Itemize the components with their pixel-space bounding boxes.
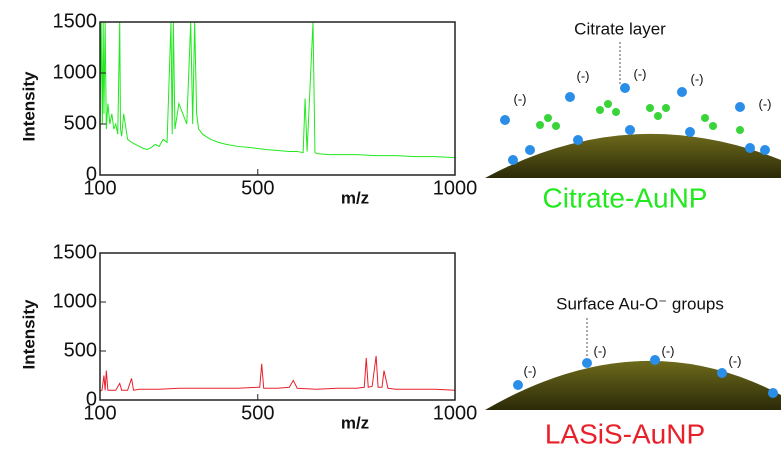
x-tick-label: 500 [241,177,274,199]
y-axis-title: Intensity [19,71,38,141]
y-tick-label: 1000 [53,290,98,312]
citrate-decor [536,100,744,134]
x-tick-label: 100 [83,177,116,199]
nanoparticle [485,360,781,410]
charge-label: (-) [662,343,675,358]
particle-label: Citrate-AuNP [543,182,708,213]
charge-dots [500,83,770,165]
plot-frame [99,252,456,401]
y-tick-label: 500 [64,339,97,361]
charge-label: (-) [691,71,704,86]
charge-label: (-) [634,66,647,81]
charge-label: (-) [577,68,590,83]
illustration-note: Surface Au-O⁻ groups [556,294,724,313]
charge-label: (-) [594,343,607,358]
x-tick-label: 500 [241,402,274,424]
x-tick-label: 1000 [433,177,478,199]
charge-label: (-) [729,353,742,368]
y-axis-title: Intensity [19,299,38,369]
x-axis-title: m/z [341,413,369,432]
charge-label: (-) [514,91,527,106]
charge-label: (-) [524,363,537,378]
charge-label: (-) [759,96,772,111]
y-tick-label: 1500 [53,10,98,32]
spectrum-line [100,355,455,392]
nanoparticle [485,133,781,178]
x-tick-label: 100 [83,402,116,424]
x-axis-title: m/z [341,188,369,207]
y-tick-label: 500 [64,112,97,134]
illustration-note: Citrate layer [574,19,666,38]
y-tick-label: 1500 [53,241,98,263]
y-tick-label: 0 [86,388,97,410]
x-tick-label: 1000 [433,402,478,424]
spectrum-line [100,22,455,159]
plot-frame [99,21,456,176]
y-tick-label: 0 [86,163,97,185]
particle-label: LASiS-AuNP [545,418,705,449]
charge-dots [513,355,778,398]
y-tick-label: 1000 [53,61,98,83]
